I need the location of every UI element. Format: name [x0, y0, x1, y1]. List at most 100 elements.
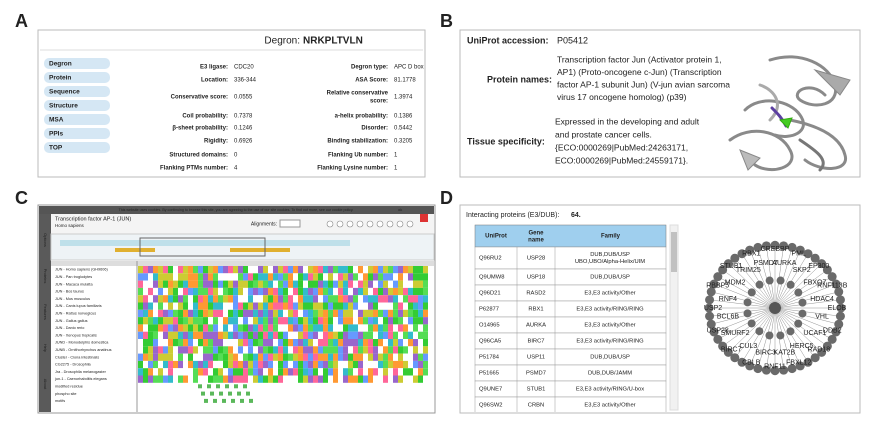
network-node[interactable] [761, 241, 771, 251]
network-node[interactable] [705, 295, 715, 305]
network-node[interactable] [755, 280, 764, 289]
network-node[interactable] [779, 365, 789, 375]
network-node[interactable] [713, 272, 723, 282]
network-node[interactable] [723, 347, 733, 357]
network-node[interactable] [765, 331, 774, 340]
side-tab[interactable]: Help [43, 344, 48, 353]
uniprot-link[interactable]: Q96SW2 [479, 403, 503, 409]
uniprot-link[interactable]: Q96CA5 [479, 339, 501, 345]
scrollbar[interactable] [669, 224, 679, 411]
toolbar-icon[interactable] [336, 220, 344, 228]
nav-label[interactable]: PPIs [49, 131, 63, 138]
uniprot-link[interactable]: Q96RU2 [479, 256, 502, 262]
network-node[interactable] [779, 241, 789, 251]
network-node[interactable] [794, 288, 803, 297]
network-node[interactable] [831, 279, 841, 289]
nav-button[interactable] [44, 86, 110, 97]
toolbar-icon[interactable] [396, 220, 404, 228]
toolbar-icon[interactable] [376, 220, 384, 228]
network-node[interactable] [755, 327, 764, 336]
uniprot-link[interactable]: P51665 [479, 371, 499, 377]
network-node[interactable] [737, 357, 747, 367]
network-node[interactable] [743, 298, 752, 307]
network-node[interactable] [834, 319, 844, 329]
nav-label[interactable]: Structure [49, 103, 78, 110]
network-node[interactable] [718, 265, 728, 275]
network-node[interactable] [834, 287, 844, 297]
side-tab[interactable]: About [43, 379, 48, 390]
network-node[interactable] [709, 279, 719, 289]
network-node[interactable] [831, 327, 841, 337]
network-node[interactable] [827, 334, 837, 344]
field-value[interactable]: CDC20 [234, 65, 254, 71]
nav-button[interactable] [44, 114, 110, 125]
network-node[interactable] [822, 341, 832, 351]
network-node[interactable] [761, 365, 771, 375]
network-node[interactable] [787, 242, 797, 252]
cookie-ok[interactable]: ok [398, 207, 402, 212]
network-node[interactable] [753, 242, 763, 252]
network-node[interactable] [770, 366, 780, 376]
nav-button[interactable] [44, 100, 110, 111]
uniprot-link[interactable]: Q9UNE7 [479, 387, 502, 393]
network-node[interactable] [745, 245, 755, 255]
uniprot-link[interactable]: Q96D21 [479, 291, 501, 297]
network-node[interactable] [794, 319, 803, 328]
toolbar-icon[interactable] [386, 220, 394, 228]
nav-label[interactable]: Degron [49, 61, 72, 68]
side-tab[interactable]: Features [43, 304, 48, 320]
network-node[interactable] [706, 287, 716, 297]
close-button[interactable] [420, 214, 428, 222]
toolbar-icon[interactable] [366, 220, 374, 228]
side-tab[interactable]: Proteins [43, 269, 48, 284]
network-node[interactable] [706, 319, 716, 329]
network-node[interactable] [836, 303, 846, 313]
network-node[interactable] [709, 327, 719, 337]
network-node[interactable] [737, 249, 747, 259]
network-node[interactable] [705, 311, 715, 321]
network-node[interactable] [835, 311, 845, 321]
network-node[interactable] [730, 353, 740, 363]
uniprot-link[interactable]: P51784 [479, 355, 500, 361]
network-node[interactable] [786, 280, 795, 289]
toolbar-icon[interactable] [356, 220, 364, 228]
network-node[interactable] [810, 353, 820, 363]
network-node[interactable] [798, 309, 807, 318]
nav-label[interactable]: TOP [49, 145, 63, 152]
network-node[interactable] [803, 249, 813, 259]
nav-label[interactable]: Protein [49, 75, 71, 82]
network-node[interactable] [718, 341, 728, 351]
uniprot-link[interactable]: P62877 [479, 307, 499, 313]
nav-button[interactable] [44, 128, 110, 139]
toolbar-icon[interactable] [406, 220, 414, 228]
network-node[interactable] [795, 245, 805, 255]
alignment-select[interactable] [279, 219, 301, 228]
network-node[interactable] [798, 298, 807, 307]
network-node[interactable] [803, 357, 813, 367]
network-node[interactable] [747, 288, 756, 297]
network-node[interactable] [723, 259, 733, 269]
network-node[interactable] [745, 361, 755, 371]
scrollbar-thumb[interactable] [671, 232, 677, 272]
network-node[interactable] [704, 303, 714, 313]
network-node[interactable] [776, 331, 785, 340]
network-node[interactable] [795, 361, 805, 371]
network-node[interactable] [743, 309, 752, 318]
network-node[interactable] [822, 265, 832, 275]
toolbar-icon[interactable] [326, 220, 334, 228]
nav-button[interactable] [44, 72, 110, 83]
accession-link[interactable]: P05412 [557, 35, 588, 45]
network-node[interactable] [730, 253, 740, 263]
network-node[interactable] [770, 240, 780, 250]
network-node[interactable] [776, 276, 785, 285]
network-node[interactable] [747, 319, 756, 328]
side-tab[interactable]: Options [43, 233, 48, 247]
network-node[interactable] [827, 272, 837, 282]
nav-label[interactable]: Sequence [49, 89, 80, 96]
network-node[interactable] [713, 334, 723, 344]
toolbar-icon[interactable] [346, 220, 354, 228]
field-value[interactable]: APC D box [394, 65, 424, 71]
network-node[interactable] [817, 259, 827, 269]
nav-label[interactable]: MSA [49, 117, 64, 124]
network-node[interactable] [753, 364, 763, 374]
